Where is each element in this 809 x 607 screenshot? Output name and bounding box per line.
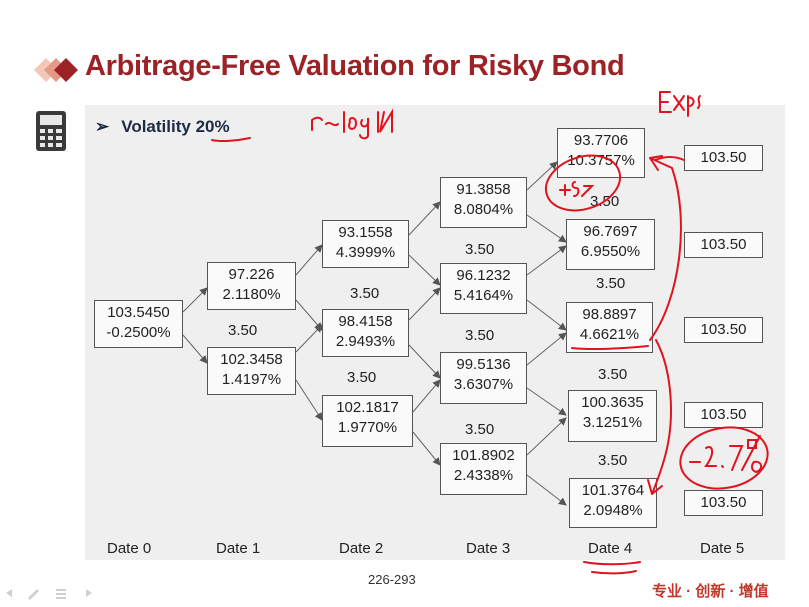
date-label-0: Date 0	[107, 540, 152, 557]
circle-bottom	[679, 426, 769, 490]
node-date2-2: 102.1817 1.9770%	[322, 395, 413, 447]
node-value: 101.8902	[452, 447, 515, 464]
coupon-label: 3.50	[465, 327, 495, 344]
node-date5-2: 103.50	[684, 317, 763, 343]
content-panel	[85, 105, 785, 560]
volatility-value: 20%	[195, 117, 230, 136]
node-rate: 2.0948%	[583, 502, 643, 519]
coupon-label: 3.50	[598, 366, 628, 383]
node-date1-0: 97.226 2.1180%	[207, 262, 296, 310]
node-date4-2: 98.8897 4.6621%	[566, 302, 653, 353]
slideshow-toolbar[interactable]	[4, 586, 104, 600]
node-value: 100.3635	[581, 394, 644, 411]
bullet-arrow-icon: ➢	[95, 117, 110, 136]
node-rate: 4.6621%	[579, 326, 640, 343]
node-date1-1: 102.3458 1.4197%	[207, 347, 296, 395]
date-label-3: Date 3	[466, 540, 511, 557]
date-label-5: Date 5	[700, 540, 745, 557]
node-rate: 3.6307%	[453, 376, 514, 393]
node-date5-3: 103.50	[684, 402, 763, 428]
node-date4-1: 96.7697 6.9550%	[566, 219, 655, 270]
arrow-curve-up	[649, 155, 682, 341]
node-date4-4: 101.3764 2.0948%	[569, 478, 657, 528]
node-value: 98.4158	[338, 313, 393, 330]
menu-icon	[56, 589, 66, 591]
node-value: 99.5136	[456, 356, 511, 373]
node-value: 101.3764	[581, 482, 645, 499]
title-diamonds-icon	[34, 58, 78, 82]
node-date2-1: 98.4158 2.9493%	[322, 309, 409, 357]
date-label-4: Date 4	[588, 540, 633, 557]
arrow-curve-down	[647, 339, 672, 495]
node-date0-0: 103.5450 -0.2500%	[94, 300, 183, 348]
node-rate: 2.4338%	[453, 467, 514, 484]
node-value: 103.5450	[107, 304, 170, 321]
date-label-1: Date 1	[216, 540, 261, 557]
node-rate: 5.4164%	[453, 287, 514, 304]
node-value: 96.1232	[456, 267, 511, 284]
node-date3-0: 91.3858 8.0804%	[440, 177, 527, 228]
node-value: 102.3458	[220, 351, 283, 368]
coupon-label: 3.50	[465, 241, 495, 258]
calculator-icon	[36, 111, 66, 151]
node-rate: 8.0804%	[453, 201, 514, 218]
node-date5-4: 103.50	[684, 490, 763, 516]
volatility-bullet: ➢ Volatility 20%	[95, 117, 230, 137]
node-value: 97.226	[228, 266, 275, 283]
node-rate: 1.4197%	[221, 371, 282, 388]
node-rate: 4.3999%	[335, 244, 396, 261]
formula-scribble	[311, 108, 393, 140]
node-rate: 2.1180%	[222, 286, 281, 303]
coupon-label: 3.50	[347, 369, 377, 386]
node-date5-0: 103.50	[684, 145, 763, 171]
next-arrow-icon	[86, 589, 92, 597]
exp-scribble	[659, 91, 701, 117]
node-date3-1: 96.1232 5.4164%	[440, 263, 527, 314]
node-date3-2: 99.5136 3.6307%	[440, 352, 527, 404]
coupon-label: 3.50	[465, 421, 495, 438]
node-date5-1: 103.50	[684, 232, 763, 258]
node-rate: 6.9550%	[580, 243, 641, 260]
underline-rate	[571, 345, 649, 351]
circle-top	[544, 154, 622, 212]
node-rate: 2.9493%	[335, 333, 396, 350]
node-value: 93.1558	[338, 224, 393, 241]
volatility-label: Volatility	[121, 117, 196, 136]
brand-slogan: 专业 · 创新 · 增值	[652, 583, 769, 600]
page-number: 226-293	[368, 572, 416, 587]
coupon-label: 3.50	[228, 322, 258, 339]
node-rate: 3.1251%	[582, 414, 643, 431]
node-value: 93.7706	[573, 132, 629, 149]
coupon-label: 3.50	[598, 452, 628, 469]
node-value: 91.3858	[456, 181, 511, 198]
underline-date4	[583, 561, 641, 566]
node-date2-0: 93.1558 4.3999%	[322, 220, 409, 268]
node-rate: -0.2500%	[106, 324, 171, 341]
date-label-2: Date 2	[339, 540, 384, 557]
node-date3-3: 101.8902 2.4338%	[440, 443, 527, 495]
underline-volatility	[211, 137, 251, 143]
coupon-label: 3.50	[596, 275, 626, 292]
node-value: 96.7697	[583, 223, 638, 240]
node-value: 102.1817	[336, 399, 399, 416]
node-value: 98.8897	[582, 306, 637, 323]
prev-arrow-icon	[6, 589, 12, 597]
slide-title: Arbitrage-Free Valuation for Risky Bond	[85, 50, 625, 82]
node-date4-3: 100.3635 3.1251%	[568, 390, 657, 442]
node-rate: 1.9770%	[337, 419, 398, 436]
node-date4-0: 93.7706 10.3757%	[557, 128, 645, 178]
coupon-label: 3.50	[350, 285, 380, 302]
pen-icon	[28, 589, 39, 600]
